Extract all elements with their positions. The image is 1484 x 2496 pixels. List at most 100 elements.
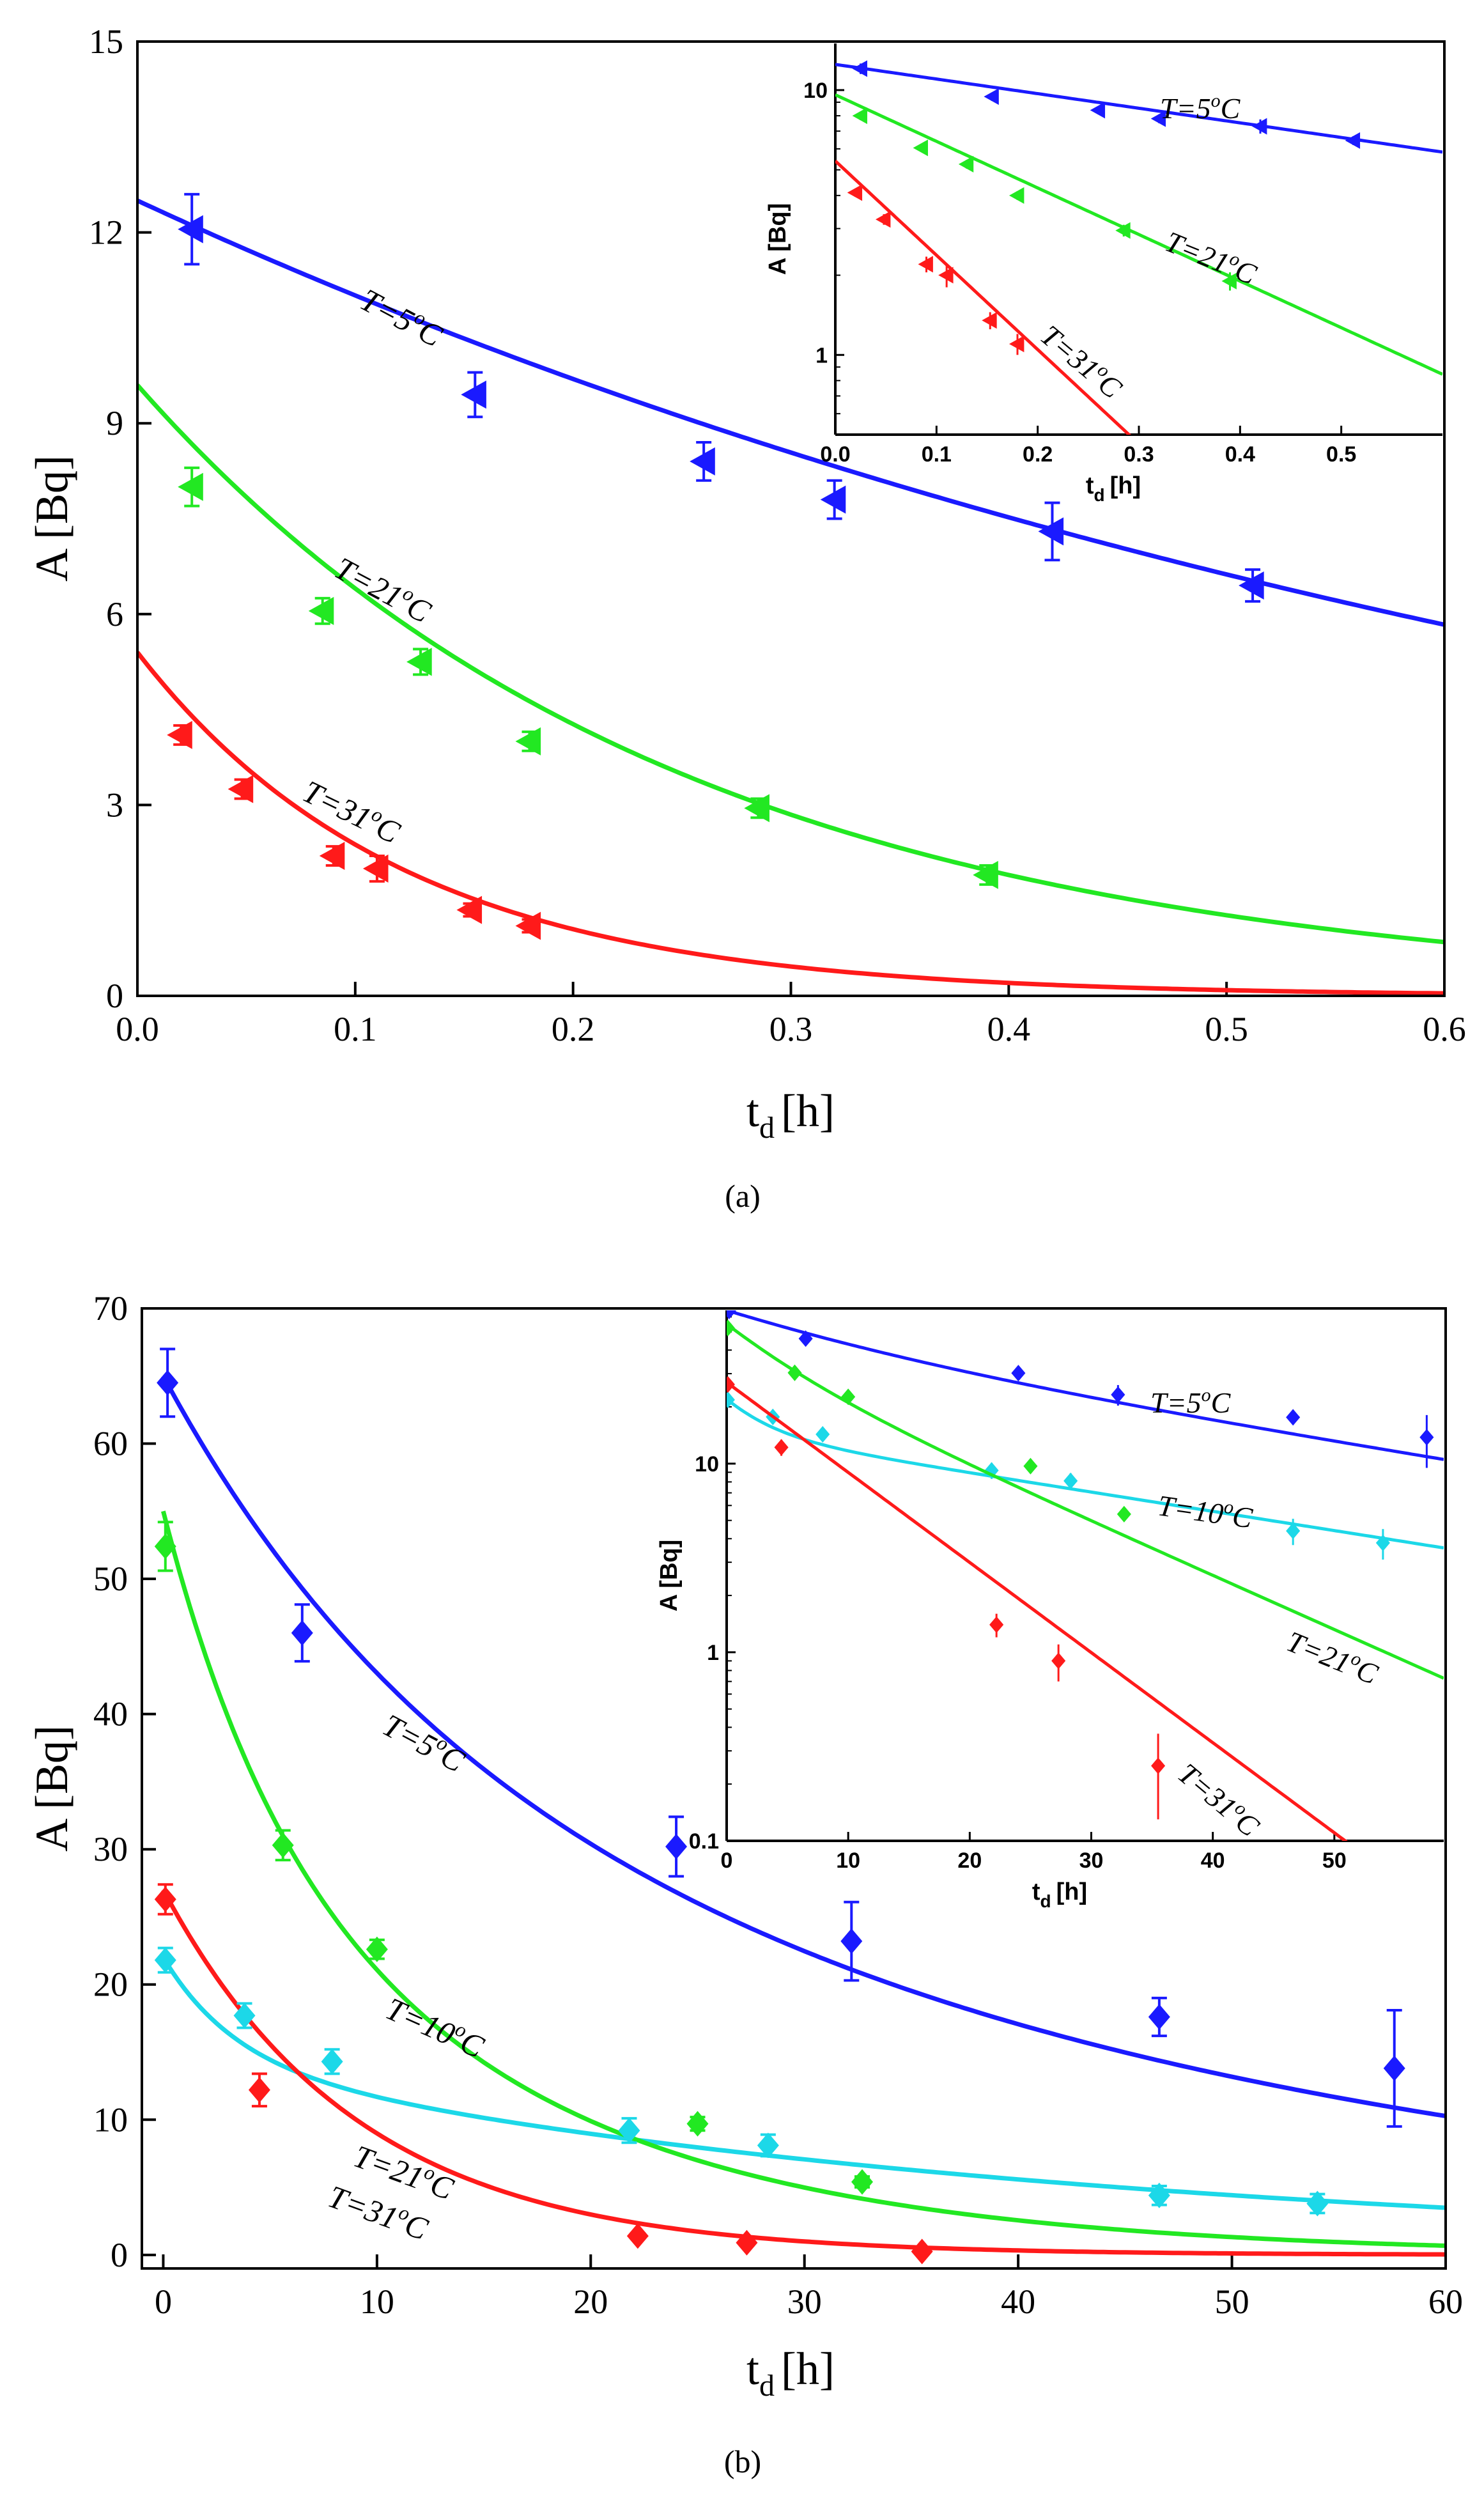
inset-fit-curve [835, 93, 1442, 376]
data-point [362, 854, 389, 883]
data-point [626, 2223, 649, 2249]
y-tick-label: 0 [106, 977, 123, 1015]
y-tick-label: 6 [106, 595, 123, 633]
data-point [154, 1533, 176, 1560]
y-tick-label: 9 [106, 404, 123, 442]
data-point [757, 2132, 779, 2159]
inset-fit-curve [727, 1381, 1349, 1841]
data-point [515, 727, 541, 756]
data-point [1239, 571, 1264, 600]
inset-data-point [1063, 1472, 1078, 1489]
panel-a-frame [136, 40, 1446, 997]
fit-curve-T=5°C [161, 1375, 1446, 2119]
data-point [736, 2229, 758, 2256]
inset-x-tick-label: 30 [1079, 1849, 1104, 1873]
inset-series-label: T=5oC [1150, 1384, 1232, 1419]
x-tick-label: 40 [1001, 2283, 1035, 2321]
data-point [690, 447, 715, 476]
inset-y-tick-label: 10 [695, 1452, 719, 1477]
inset-data-point [1117, 1505, 1131, 1523]
data-point [1383, 2055, 1405, 2081]
inset-fit-curve [835, 63, 1442, 154]
data-point [618, 2118, 640, 2144]
inset-data-point [1150, 110, 1166, 127]
inset-data-point [1375, 1534, 1390, 1551]
data-point [178, 215, 203, 244]
x-tick-label: 0.2 [552, 1010, 595, 1048]
data-point [1148, 2182, 1170, 2208]
x-tick-label: 0.5 [1205, 1010, 1248, 1048]
panel-a-xlabel: td [h] [746, 1085, 835, 1145]
inset-data-point [1286, 1523, 1301, 1540]
fit-curve-T=21°C [161, 1510, 1446, 2248]
inset-data-point [1011, 1365, 1026, 1382]
inset-x-tick-label: 0 [721, 1849, 733, 1873]
y-tick-label: 50 [93, 1560, 128, 1598]
panel-b-caption: (b) [724, 2444, 761, 2479]
y-tick-label: 15 [89, 22, 123, 61]
inset-data-point [913, 139, 928, 157]
panel-b: 0 10 20 30 40 50 60010203040506070T=5oCT=10oCT… [26, 1289, 1463, 2479]
inset-data-point [989, 1616, 1004, 1633]
y-tick-label: 12 [89, 213, 123, 252]
inset-data-point [774, 1439, 789, 1456]
x-tick-label: 10 [360, 2283, 394, 2321]
inset-y-tick-label: 1 [815, 343, 828, 368]
inset-data-point [1090, 102, 1106, 119]
panel-b-ylabel: A [Bq] [26, 1725, 77, 1852]
inset-data-point [727, 1310, 736, 1319]
x-tick-label: 0.4 [987, 1010, 1031, 1048]
inset-data-point [852, 107, 867, 125]
inset-data-point [727, 1319, 735, 1337]
data-point [973, 860, 998, 889]
fit-curve-T=10°C [161, 1956, 1446, 2210]
inset-data-point [798, 1330, 813, 1347]
data-point [840, 1928, 863, 1955]
x-tick-label: 0 [155, 2283, 172, 2321]
y-tick-label: 3 [106, 786, 123, 824]
data-point [228, 775, 254, 803]
inset-series-label: T=5oC [1160, 90, 1241, 125]
y-tick-label: 40 [93, 1695, 128, 1733]
data-point [178, 472, 203, 501]
data-point [911, 2238, 933, 2265]
inset-y-tick-label: 10 [803, 79, 828, 103]
fit-curve-T=31°C [137, 651, 1444, 996]
inset-data-point [1286, 1409, 1301, 1426]
inset-x-tick-label: 0.2 [1023, 442, 1053, 467]
inset-data-point [938, 267, 954, 284]
inset-fit-curve [835, 159, 1132, 435]
data-point [686, 2111, 709, 2137]
inset-data-point [1151, 1757, 1166, 1774]
y-tick-label: 70 [93, 1289, 128, 1328]
panel-b-xlabel: td [h] [746, 2343, 835, 2403]
fit-curve-T=21°C [137, 384, 1444, 945]
panel-a-plot: 0.0 0.1 0.2 0.3 0.4 0.5 0.6 0 3 6 9 12 15 T=5oC T=21oC… [89, 22, 1466, 1048]
inset-data-point [958, 155, 974, 173]
y-tick-label: 60 [93, 1425, 128, 1463]
series-label: T=10oC [381, 1988, 491, 2065]
x-tick-label: 60 [1428, 2283, 1463, 2321]
inset-data-point [841, 1388, 856, 1406]
inset-x-tick-label: 50 [1322, 1849, 1347, 1873]
data-point [1306, 2190, 1329, 2217]
data-point [154, 1947, 176, 1973]
inset-x-tick-label: 10 [836, 1849, 860, 1873]
inset-data-point [727, 1376, 735, 1393]
x-tick-label: 0.0 [116, 1010, 159, 1048]
inset-data-point [1221, 272, 1237, 290]
inset-data-point [815, 1426, 830, 1443]
y-tick-label: 10 [93, 2100, 128, 2139]
inset-data-point [984, 88, 999, 105]
data-point [319, 842, 345, 871]
inset-data-point [852, 60, 867, 77]
inset-x-tick-label: 0.3 [1124, 442, 1154, 467]
data-point [1038, 517, 1064, 546]
inset-y-tick-label: 1 [707, 1641, 719, 1665]
data-point [820, 485, 846, 514]
data-point [157, 1370, 179, 1396]
inset-x-tick-label: 0.4 [1225, 442, 1255, 467]
data-point [744, 794, 769, 823]
